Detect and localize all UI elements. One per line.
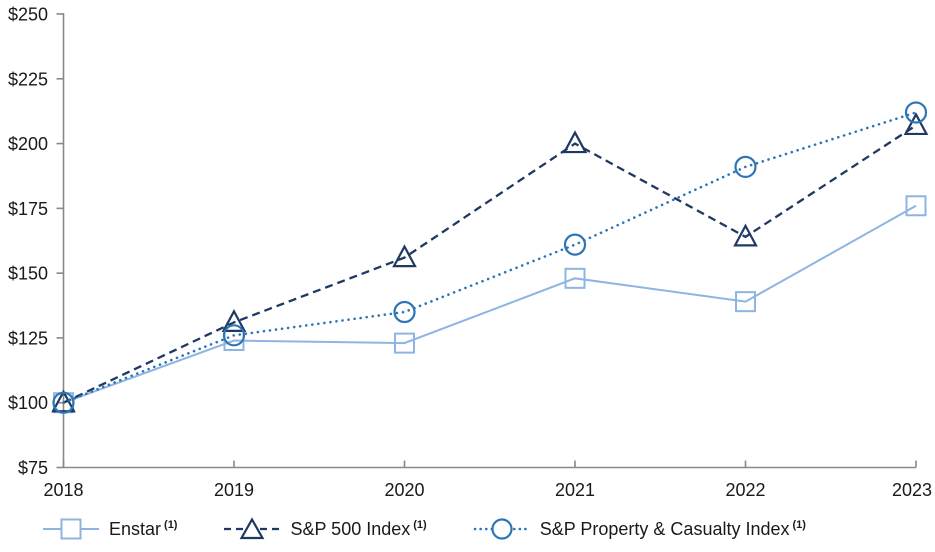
sp-pc-dotted-circle-icon [473,518,531,540]
footnote-marker: (1) [413,518,427,531]
x-axis-tick-label: 2021 [555,480,595,500]
data-point-circle [222,324,246,347]
legend-item-sp-pc: S&P Property & Casualty Index (1) [473,517,806,541]
series-line-triangle [63,124,917,404]
x-axis-tick-label: 2018 [43,480,83,500]
y-axis-tick-label: $75 [18,458,48,478]
sp500-dashed-triangle-icon [224,517,281,540]
data-point-circle [52,391,75,414]
x-axis-tick-label: 2019 [214,480,254,500]
legend-label-sp500: S&P 500 Index (1) [290,519,426,540]
y-axis-tick-label: $225 [8,69,48,89]
x-axis-tick-label: 2020 [384,480,424,500]
data-point-square [564,267,586,289]
data-point-triangle [392,244,417,268]
y-axis-tick-label: $150 [8,264,48,284]
data-point-circle [563,233,587,256]
data-point-triangle [562,130,588,154]
legend-text: Enstar [109,518,162,539]
legend-label-sp-pc: S&P Property & Casualty Index (1) [540,519,806,540]
data-point-triangle [903,112,929,136]
y-axis-tick-label: $200 [8,134,48,154]
data-point-circle [904,101,928,124]
legend-label-enstar: Enstar (1) [109,519,177,540]
data-point-circle [393,300,416,324]
legend-item-enstar: Enstar (1) [42,517,177,541]
data-point-square [735,291,756,313]
legend-item-sp500: S&P 500 Index (1) [223,517,427,541]
footnote-marker: (1) [792,518,806,531]
footnote-marker: (1) [164,518,178,531]
x-axis-tick-label: 2023 [892,480,932,500]
series-line-circle [62,111,918,405]
y-axis-tick-label: $175 [8,199,48,219]
data-point-triangle [733,223,758,247]
legend-text: S&P Property & Casualty Index [539,518,790,539]
data-point-square [905,195,927,217]
chart-legend: Enstar (1) S&P 500 Index (1) S&P Property … [0,517,935,541]
enstar-line-square-icon [43,518,99,540]
data-point-circle [734,155,757,178]
y-axis-tick-label: $100 [8,393,48,413]
y-axis-tick-label: $125 [8,328,48,348]
y-axis-tick-label: $250 [8,5,48,25]
x-axis-tick-label: 2022 [725,480,765,500]
data-point-square [394,332,415,354]
data-point-triangle [221,309,247,332]
legend-text: S&P 500 Index [290,518,411,539]
performance-chart-svg: $75 $100 $125 $150 $175 $200 $225 $250 2018 2019 2… [8,5,932,501]
series-line-square [63,204,917,404]
